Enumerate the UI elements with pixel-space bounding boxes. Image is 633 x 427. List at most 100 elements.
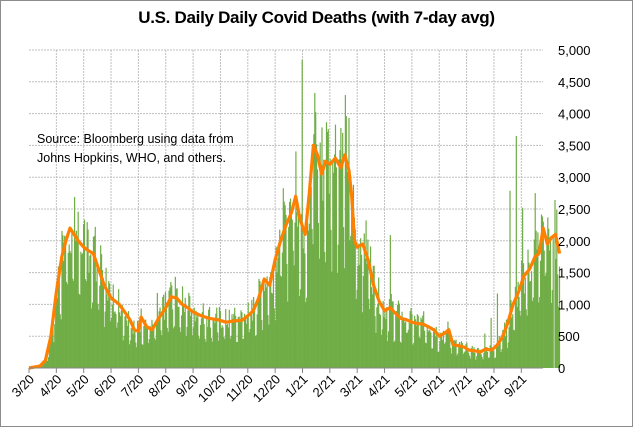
daily-bar <box>315 112 317 369</box>
daily-bar <box>239 320 241 368</box>
daily-bar <box>195 310 197 368</box>
daily-bar <box>317 222 319 368</box>
daily-bar <box>49 344 51 368</box>
daily-bar <box>323 159 325 368</box>
daily-bar <box>59 314 61 368</box>
daily-bar <box>517 281 519 368</box>
daily-bar <box>422 315 424 368</box>
daily-bar <box>82 253 84 368</box>
daily-bar <box>412 344 414 368</box>
daily-bar <box>303 232 305 368</box>
daily-bar <box>510 300 512 368</box>
daily-bar <box>332 162 334 368</box>
daily-bar <box>120 310 122 368</box>
daily-bar <box>384 308 386 368</box>
daily-bar <box>185 335 187 368</box>
daily-bar <box>343 268 346 368</box>
daily-bar <box>355 299 357 368</box>
daily-bar <box>219 310 221 368</box>
daily-bar <box>500 352 502 368</box>
daily-bar <box>255 335 257 368</box>
daily-bar <box>73 197 76 368</box>
daily-bar <box>472 352 474 368</box>
daily-bar <box>215 313 217 368</box>
daily-bar <box>533 239 535 368</box>
daily-bar <box>534 193 536 368</box>
daily-bar <box>447 321 449 368</box>
daily-bar <box>101 270 104 368</box>
daily-bar <box>186 326 188 368</box>
daily-bar <box>204 338 206 368</box>
daily-bar <box>495 357 497 368</box>
daily-bar <box>415 325 418 368</box>
daily-bar <box>513 330 516 368</box>
daily-bar <box>44 362 46 368</box>
daily-bar <box>465 344 467 368</box>
daily-bar <box>201 311 203 368</box>
daily-bar <box>364 258 366 368</box>
daily-bar <box>166 327 168 368</box>
daily-bar <box>73 280 75 368</box>
daily-bar <box>541 216 544 368</box>
daily-bar <box>371 294 373 368</box>
daily-bar <box>530 280 532 368</box>
daily-bar <box>67 252 69 368</box>
daily-bar <box>523 293 526 368</box>
daily-bar <box>133 320 135 368</box>
daily-bar <box>446 329 448 368</box>
daily-bar <box>253 297 255 368</box>
daily-bar <box>137 325 140 368</box>
daily-bar <box>546 239 548 368</box>
daily-bar <box>451 344 454 368</box>
daily-bar <box>486 351 489 368</box>
daily-bar <box>362 276 364 368</box>
daily-bar <box>414 315 416 368</box>
daily-bar <box>374 316 376 368</box>
daily-bar <box>327 129 329 368</box>
daily-bar <box>55 288 58 368</box>
daily-bar <box>198 335 200 368</box>
daily-bar <box>328 193 330 368</box>
daily-bar <box>408 322 410 368</box>
daily-bar <box>182 305 185 368</box>
daily-bar <box>526 315 528 368</box>
daily-bar <box>97 303 99 368</box>
daily-bar <box>262 330 264 368</box>
x-tick-label: 7/20 <box>118 372 147 401</box>
daily-bar <box>382 300 384 368</box>
daily-bar <box>288 226 290 368</box>
daily-bar <box>209 327 212 368</box>
daily-bar <box>248 332 250 368</box>
daily-bar <box>286 264 288 368</box>
daily-bar <box>490 318 492 368</box>
daily-bar <box>98 309 100 368</box>
daily-bar <box>501 349 503 368</box>
daily-bar <box>92 236 95 368</box>
daily-bar <box>211 341 213 368</box>
daily-bar <box>552 236 554 368</box>
daily-bar <box>393 342 395 368</box>
daily-bar <box>58 278 60 368</box>
daily-bar <box>217 332 219 368</box>
daily-bar <box>302 248 304 368</box>
x-tick-label: 3/21 <box>337 372 366 401</box>
daily-bar <box>450 353 453 368</box>
daily-bar <box>547 217 549 368</box>
daily-bar <box>507 342 509 368</box>
daily-bar <box>107 300 109 368</box>
daily-bar <box>548 228 550 368</box>
daily-bar <box>294 222 296 368</box>
daily-bar <box>423 311 425 368</box>
y-tick-label: 500 <box>558 329 580 344</box>
daily-bar <box>146 327 149 368</box>
daily-bar <box>260 284 262 368</box>
daily-bar <box>478 350 481 368</box>
daily-bar <box>549 237 552 368</box>
daily-bar <box>249 328 251 368</box>
daily-bar <box>87 229 89 368</box>
x-tick-label: 3/20 <box>9 372 38 401</box>
y-tick-label: 1,000 <box>558 297 591 312</box>
daily-bar <box>471 345 473 368</box>
daily-bar <box>169 287 171 368</box>
